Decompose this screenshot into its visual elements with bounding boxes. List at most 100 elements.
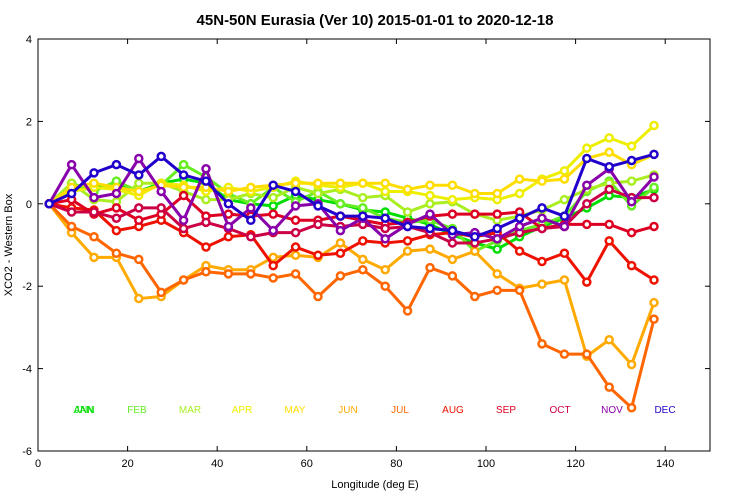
data-point (89, 252, 99, 263)
y-tick-label: -4 (22, 364, 32, 376)
data-point (447, 271, 458, 281)
data-point (246, 182, 256, 193)
data-point (447, 254, 458, 265)
series-line-may (48, 150, 655, 206)
data-point (178, 182, 189, 193)
data-point (582, 349, 592, 359)
legend-label-may: MAY (285, 405, 306, 416)
data-point (649, 314, 659, 324)
data-point (447, 209, 458, 219)
data-point (134, 186, 144, 197)
data-point (335, 199, 346, 209)
data-point (290, 269, 301, 279)
data-point (134, 293, 144, 304)
x-tick-label: 20 (121, 458, 133, 470)
data-point (514, 285, 525, 296)
data-point (537, 213, 547, 223)
data-point (470, 188, 480, 199)
data-point (358, 203, 368, 213)
y-axis-label: XCO2 - Western Box (3, 193, 15, 296)
data-point (514, 213, 525, 223)
data-point (470, 291, 480, 302)
data-point (290, 250, 301, 261)
data-point (313, 219, 323, 230)
data-point (201, 164, 211, 174)
data-point (246, 232, 256, 242)
data-point (178, 170, 189, 180)
data-point (402, 207, 413, 217)
data-point (514, 246, 525, 256)
data-point (111, 248, 122, 258)
data-point (582, 153, 592, 164)
y-tick-label: 2 (26, 116, 32, 128)
data-point (89, 232, 99, 242)
data-point (178, 223, 189, 234)
data-point (134, 153, 144, 164)
data-point (604, 382, 614, 392)
data-point (626, 402, 637, 413)
data-point (470, 232, 480, 242)
series-line-nov (47, 156, 656, 241)
data-point (134, 203, 144, 213)
data-point (649, 297, 659, 308)
data-point (223, 186, 234, 197)
data-point (559, 211, 570, 221)
data-point (604, 236, 614, 246)
data-point (604, 133, 614, 143)
data-point (425, 190, 435, 201)
data-point (514, 221, 525, 232)
data-point (134, 170, 144, 180)
data-point (380, 264, 390, 275)
data-point (559, 349, 570, 359)
data-point (380, 213, 390, 223)
data-point (66, 221, 77, 232)
legend-label-aug: AUG (442, 405, 464, 416)
legend-label-nov: NOV (601, 405, 623, 416)
data-point (492, 223, 502, 234)
data-point (626, 155, 637, 166)
data-point (268, 180, 278, 191)
data-point (335, 271, 346, 281)
series-line-aug (48, 202, 655, 284)
data-point (447, 180, 458, 191)
data-point (358, 254, 368, 265)
legend-label-jun: JUN (338, 405, 357, 416)
data-point (156, 203, 166, 213)
data-point (402, 236, 413, 246)
data-point (358, 211, 368, 221)
data-point (66, 159, 77, 170)
series-line-mar (48, 173, 655, 222)
data-point (537, 223, 547, 234)
data-point (649, 149, 659, 160)
y-tick-label: -2 (22, 281, 32, 293)
data-point (626, 141, 637, 151)
y-tick-label: 4 (26, 34, 32, 46)
data-point (447, 194, 458, 205)
series-line-jun (48, 202, 656, 366)
legend-label-mar: MAR (179, 405, 201, 416)
data-point (111, 203, 122, 213)
x-tick-label: 0 (35, 458, 41, 470)
data-point (380, 186, 390, 197)
data-point (89, 192, 99, 203)
data-point (358, 192, 368, 203)
data-point (447, 225, 458, 236)
data-point (201, 176, 211, 186)
y-tick-label: 0 (26, 199, 32, 211)
data-point (223, 199, 234, 209)
data-point (470, 209, 480, 219)
data-point (604, 161, 614, 172)
data-point (582, 199, 592, 209)
data-point (178, 159, 189, 170)
data-point (514, 188, 525, 199)
chart-title: 45N-50N Eurasia (Ver 10) 2015-01-01 to 2… (197, 12, 554, 29)
data-point (246, 269, 256, 279)
data-point (626, 359, 637, 370)
data-point (582, 277, 592, 287)
x-tick-label: 140 (656, 458, 674, 470)
data-point (89, 168, 99, 178)
legend-label-oct: OCT (549, 405, 570, 416)
data-point (313, 250, 323, 261)
data-point (156, 186, 166, 197)
data-point (604, 335, 614, 345)
